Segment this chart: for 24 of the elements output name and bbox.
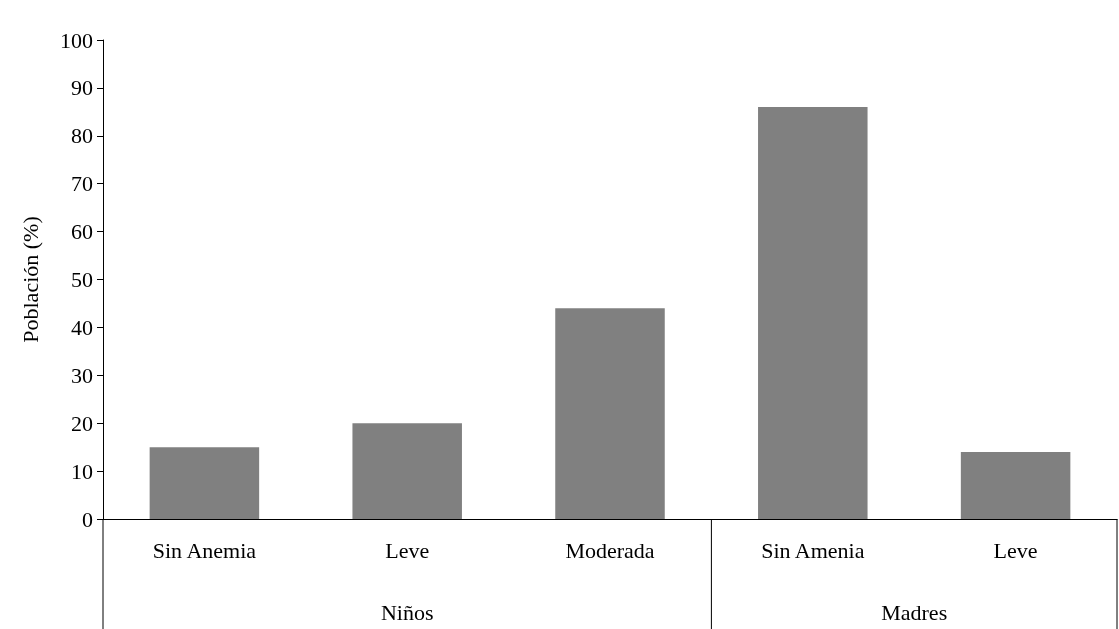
- text: Madres: [881, 599, 948, 625]
- y-tick-label: 20: [71, 410, 93, 436]
- bar: [555, 308, 665, 519]
- bar: [352, 423, 462, 519]
- y-tick-label: 50: [71, 267, 93, 292]
- x-tick-label: Sin Amenia: [761, 537, 865, 563]
- y-tick-label: 10: [71, 458, 93, 484]
- x-tick-label: Leve: [385, 537, 430, 563]
- text: Niños: [380, 599, 434, 625]
- y-tick-label: 60: [71, 219, 93, 245]
- x-tick-label: Leve: [993, 537, 1038, 563]
- x-tick-label: Sin Anemia: [152, 537, 257, 563]
- y-tick-label: 30: [71, 362, 93, 388]
- y-tick-label: 40: [71, 314, 93, 340]
- x-tick-label: Moderada: [565, 537, 655, 563]
- y-axis-title: Población (%): [17, 216, 43, 343]
- y-tick-label: 0: [82, 506, 93, 532]
- y-tick-label: 100: [60, 27, 93, 53]
- bar: [960, 451, 1071, 519]
- bar: [758, 107, 868, 519]
- y-tick-label: 80: [71, 123, 93, 149]
- y-tick-label: 70: [71, 171, 93, 197]
- y-tick-label: 90: [71, 75, 93, 101]
- bar: [149, 447, 260, 519]
